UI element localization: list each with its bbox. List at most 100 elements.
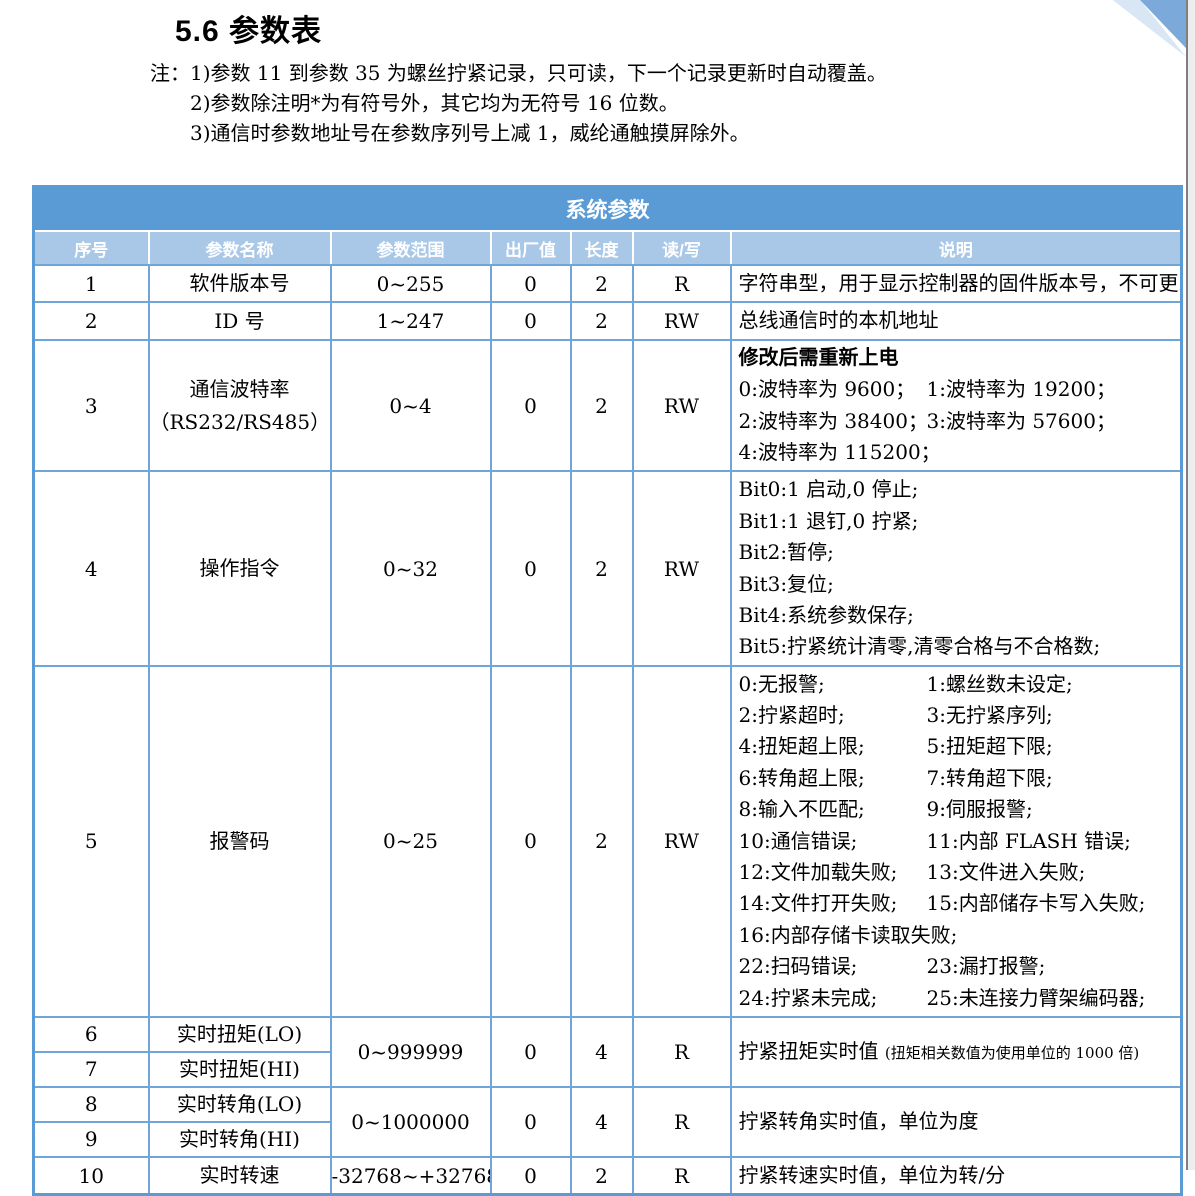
cell-range: 0~25 [329,664,492,1018]
cell-factory-value: 0 [489,1015,572,1088]
cell-name: 报警码 [147,664,332,1018]
table-row: 3 通信波特率 （RS232/RS485） 0~4 0 2 RW 修改后需重新上电 0:波特率为… [32,338,1183,473]
cell-length: 2 [569,664,634,1018]
system-parameter-table: 系统参数 序号 参数名称 参数范围 出厂值 长度 读/写 说明 1 软件版本号 0~… [32,185,1184,1196]
description-item: 6:转角超上限; [738,765,865,790]
cell-length: 2 [569,470,634,667]
cell-read-write: RW [631,301,732,341]
column-header-name: 参数名称 [147,231,331,266]
cell-length: 2 [569,1155,634,1196]
description-line: 0:无报警; 1:螺丝数未设定; [739,669,1178,700]
description-item: 25:未连接力臂架编码器; [926,985,1146,1010]
table-title: 系统参数 [33,186,1182,232]
cell-description: Bit0:1 启动,0 停止; Bit1:1 退钉,0 拧紧; Bit2:暂停; Bi… [729,470,1183,667]
cell-factory-value: 0 [489,470,572,667]
cell-length: 2 [569,338,634,473]
description-item: Bit3:复位; [738,571,834,596]
cell-description: 拧紧扭矩实时值 (扭矩相关数值为使用单位的 1000 倍) [729,1015,1183,1088]
description-item: 11:内部 FLASH 错误; [926,828,1131,853]
cell-length: 2 [569,301,634,341]
cell-read-write: R [631,1085,732,1158]
cell-index: 6 [32,1015,150,1053]
description-line: 拧紧扭矩实时值 (扭矩相关数值为使用单位的 1000 倍) [739,1036,1178,1067]
table-row: 2 ID 号 1~247 0 2 RW 总线通信时的本机地址 [32,301,1183,341]
description-item: 3:波特率为 57600； [926,408,1116,433]
description-item: 13:文件进入失败; [926,860,1086,885]
description-item: 5:扭矩超下限; [926,734,1053,759]
description-item: 10:通信错误; [738,828,858,853]
description-line: 修改后需重新上电 [739,343,1178,374]
description-item: 0:波特率为 9600； [738,377,916,402]
description-item: 2:波特率为 38400； [738,408,928,433]
description-item: 15:内部储存卡写入失败; [926,891,1146,916]
description-item: 4:波特率为 115200； [738,439,941,464]
column-header-desc: 说明 [729,231,1182,266]
description-line: Bit1:1 退钉,0 拧紧; [739,506,1178,537]
description-item: 拧紧转角实时值，单位为度 [738,1109,979,1134]
description-item: 14:文件打开失败; [738,891,898,916]
description-line: 2:拧紧超时; 3:无拧紧序列; [739,700,1178,731]
description-line: 16:内部存储卡读取失败; [739,920,1178,951]
cell-length: 4 [569,1015,634,1088]
section-title: 5.6 参数表 [175,15,323,48]
description-item: 字符串型，用于显示控制器的固件版本号，不可更改 [738,271,1182,295]
cell-name: 实时转角(LO) [147,1085,332,1123]
note-line: 3)通信时参数地址号在参数序列号上减 1，威纶通触摸屏除外。 [150,118,887,148]
cell-name-line: 实时转速 [199,1163,280,1188]
description-item: 22:扫码错误; [738,954,858,979]
cell-name-line: 报警码 [209,828,270,853]
cell-factory-value: 0 [489,1155,572,1196]
description-line: 6:转角超上限; 7:转角超下限; [739,763,1178,794]
cell-read-write: RW [631,470,732,667]
description-item: 1:波特率为 19200； [926,377,1116,402]
notes-block: 注：1)参数 11 到参数 35 为螺丝拧紧记录，只可读，下一个记录更新时自动覆… [150,58,887,148]
description-item: 2:拧紧超时; [738,703,845,728]
description-line: Bit5:拧紧统计清零,清零合格与不合格数; [739,631,1178,662]
cell-name: 实时扭矩(LO) [147,1015,332,1053]
cell-factory-value: 0 [489,301,572,341]
description-item: 16:内部存储卡读取失败; [738,922,958,947]
description-item: Bit0:1 启动,0 停止; [738,477,919,502]
description-line: 4:扭矩超上限; 5:扭矩超下限; [739,731,1178,762]
cell-name-line: 软件版本号 [189,271,290,296]
cell-description: 字符串型，用于显示控制器的固件版本号，不可更改 [729,263,1183,304]
cell-index: 8 [32,1085,150,1123]
cell-range: 0~4 [329,338,492,473]
cell-length: 2 [569,263,634,304]
description-item: Bit2:暂停; [738,540,834,565]
corner-decoration [1108,0,1186,58]
cell-description: 总线通信时的本机地址 [729,301,1183,341]
column-header-range: 参数范围 [329,231,491,266]
cell-name-line: 实时扭矩(LO) [176,1021,303,1046]
description-line: 拧紧转角实时值，单位为度 [739,1106,1178,1137]
description-line: 字符串型，用于显示控制器的固件版本号，不可更改 [739,268,1180,299]
cell-name-line: 通信波特率 [189,376,290,401]
description-item: Bit4:系统参数保存; [738,602,914,627]
table-row: 6 实时扭矩(LO) 0~999999 0 4 R 拧紧扭矩实时值 (扭矩相关数值为使用单位… [32,1015,1183,1088]
description-item: 7:转角超下限; [926,765,1053,790]
cell-index: 7 [32,1050,150,1088]
cell-name-line: 实时转角(HI) [179,1126,300,1151]
description-line: Bit4:系统参数保存; [739,600,1178,631]
note-text: 1)参数 11 到参数 35 为螺丝拧紧记录，只可读，下一个记录更新时自动覆盖。 [190,61,887,85]
cell-name: 操作指令 [147,470,332,667]
cell-index: 10 [32,1155,150,1196]
column-header-length: 长度 [569,231,633,266]
column-header-rw: 读/写 [631,231,731,266]
table-row: 10 实时转速 -32768~+32768 0 2 R 拧紧转速实时值，单位为转/分 [32,1155,1183,1196]
cell-length: 4 [569,1085,634,1158]
note-line: 注：1)参数 11 到参数 35 为螺丝拧紧记录，只可读，下一个记录更新时自动覆… [150,58,887,88]
cell-index: 4 [32,470,150,667]
description-item: 9:伺服报警; [926,797,1033,822]
cell-read-write: R [631,263,732,304]
cell-description: 修改后需重新上电 0:波特率为 9600； 1:波特率为 19200； 2:波特率为 … [729,338,1183,473]
description-item: 4:扭矩超上限; [738,734,865,759]
table-title-row: 系统参数 [33,186,1182,232]
cell-index: 9 [32,1120,150,1158]
cell-read-write: RW [631,338,732,473]
description-line: 10:通信错误; 11:内部 FLASH 错误; [739,826,1178,857]
description-line: 12:文件加载失败; 13:文件进入失败; [739,857,1178,888]
description-line: 0:波特率为 9600； 1:波特率为 19200； [739,374,1178,405]
cell-name-line: （RS232/RS485） [149,409,331,434]
cell-name-line: 实时扭矩(HI) [179,1056,300,1081]
